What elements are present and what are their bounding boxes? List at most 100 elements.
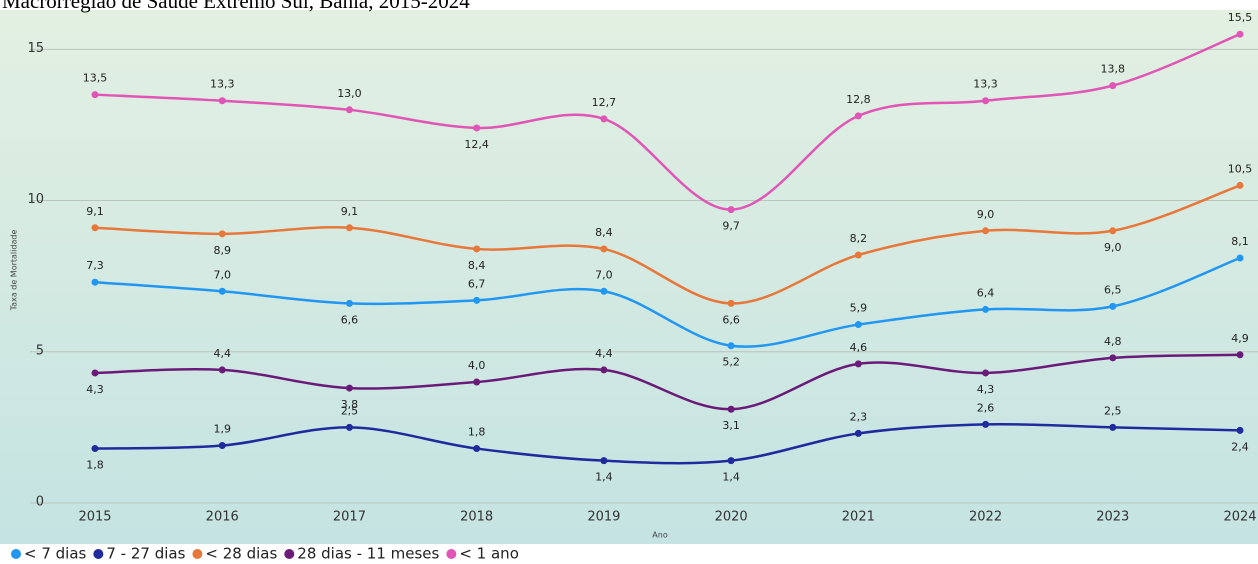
title-background xyxy=(0,0,1258,10)
data-point xyxy=(982,97,990,105)
data-point xyxy=(473,445,481,453)
data-label: 1,8 xyxy=(468,426,486,439)
data-label: 4,0 xyxy=(468,359,486,372)
legend-label: < 1 ano xyxy=(459,545,519,563)
data-point xyxy=(854,251,862,259)
plot-background xyxy=(0,10,1258,544)
x-tick-label: 2023 xyxy=(1096,510,1129,525)
data-label: 3,1 xyxy=(722,419,740,432)
data-label: 13,5 xyxy=(83,72,108,85)
data-label: 2,5 xyxy=(1104,404,1122,417)
data-point xyxy=(1109,82,1117,90)
data-label: 1,4 xyxy=(595,471,613,484)
data-label: 6,6 xyxy=(341,313,359,326)
chart-title: Macrorregião de Saúde Extremo Sul, Bahia… xyxy=(2,0,470,13)
data-label: 8,1 xyxy=(1231,235,1249,248)
data-label: 15,5 xyxy=(1228,11,1253,24)
series-line xyxy=(94,353,1241,411)
data-point xyxy=(727,206,735,214)
x-tick-label: 2019 xyxy=(587,510,620,525)
data-label: 2,4 xyxy=(1231,440,1249,453)
data-point xyxy=(473,124,481,132)
data-label: 13,3 xyxy=(210,78,235,91)
data-label: 7,0 xyxy=(595,268,613,281)
data-label: 2,6 xyxy=(977,401,995,414)
data-label: 4,4 xyxy=(595,347,613,360)
data-label: 2,5 xyxy=(341,404,359,417)
data-point xyxy=(473,296,481,304)
series-line xyxy=(94,184,1241,305)
data-point xyxy=(218,230,226,238)
y-tick-label: 0 xyxy=(36,495,44,510)
data-label: 4,9 xyxy=(1231,332,1249,345)
x-tick-label: 2016 xyxy=(206,510,239,525)
series-line xyxy=(94,422,1241,465)
data-point xyxy=(1109,302,1117,310)
data-point xyxy=(600,245,608,253)
data-label: 6,6 xyxy=(722,313,740,326)
x-tick-label: 2022 xyxy=(969,510,1002,525)
data-label: 13,3 xyxy=(973,78,998,91)
data-label: 6,7 xyxy=(468,277,486,290)
y-tick-label: 10 xyxy=(27,192,44,207)
x-tick-label: 2021 xyxy=(842,510,875,525)
data-point xyxy=(345,384,353,392)
data-point xyxy=(727,299,735,307)
data-label: 13,0 xyxy=(337,87,362,100)
legend-label: < 28 dias xyxy=(205,545,277,563)
data-point xyxy=(727,457,735,465)
legend-marker xyxy=(93,549,104,559)
data-point xyxy=(91,445,99,453)
data-point xyxy=(218,287,226,295)
data-point xyxy=(1109,227,1117,235)
data-point xyxy=(1109,423,1117,431)
data-point xyxy=(854,321,862,329)
data-label: 12,7 xyxy=(592,96,617,109)
data-point xyxy=(345,299,353,307)
data-point xyxy=(218,442,226,450)
data-point xyxy=(982,420,990,428)
data-point xyxy=(91,369,99,377)
x-tick-label: 2015 xyxy=(78,510,111,525)
data-label: 7,0 xyxy=(213,268,231,281)
legend-label: 7 - 27 dias xyxy=(106,545,185,563)
data-point xyxy=(600,287,608,295)
data-label: 1,9 xyxy=(213,423,231,436)
data-label: 9,0 xyxy=(1104,241,1122,254)
data-point xyxy=(345,423,353,431)
data-label: 4,3 xyxy=(86,383,104,396)
y-tick-label: 15 xyxy=(27,41,44,56)
data-point xyxy=(473,378,481,386)
data-label: 8,2 xyxy=(850,232,868,245)
data-label: 9,7 xyxy=(722,220,740,233)
legend-marker xyxy=(284,549,295,559)
data-label: 1,4 xyxy=(722,471,740,484)
data-label: 4,6 xyxy=(850,341,868,354)
data-label: 12,8 xyxy=(846,93,871,106)
data-label: 7,3 xyxy=(86,259,104,272)
data-label: 12,4 xyxy=(464,138,489,151)
data-point xyxy=(218,366,226,374)
legend-marker xyxy=(192,549,203,559)
legend: < 7 dias 7 - 27 dias < 28 dias 28 dias - 11… xyxy=(11,545,519,563)
data-point xyxy=(854,112,862,120)
x-tick-label: 2018 xyxy=(460,510,493,525)
legend-marker xyxy=(11,549,21,559)
data-point xyxy=(1236,181,1244,189)
data-point xyxy=(1109,354,1117,362)
data-point xyxy=(1236,426,1244,434)
data-label: 1,8 xyxy=(86,459,104,472)
data-label: 8,9 xyxy=(213,244,231,257)
data-label: 2,3 xyxy=(850,410,868,423)
data-point xyxy=(982,305,990,313)
data-label: 3,8 xyxy=(341,398,359,411)
data-label: 8,4 xyxy=(595,226,613,239)
data-point xyxy=(600,366,608,374)
y-axis-label: Taxa de Mortalidade xyxy=(10,230,19,312)
x-tick-label: 2020 xyxy=(715,510,748,525)
data-point xyxy=(345,224,353,232)
data-point xyxy=(600,115,608,123)
data-point xyxy=(982,227,990,235)
data-label: 9,1 xyxy=(341,205,359,218)
